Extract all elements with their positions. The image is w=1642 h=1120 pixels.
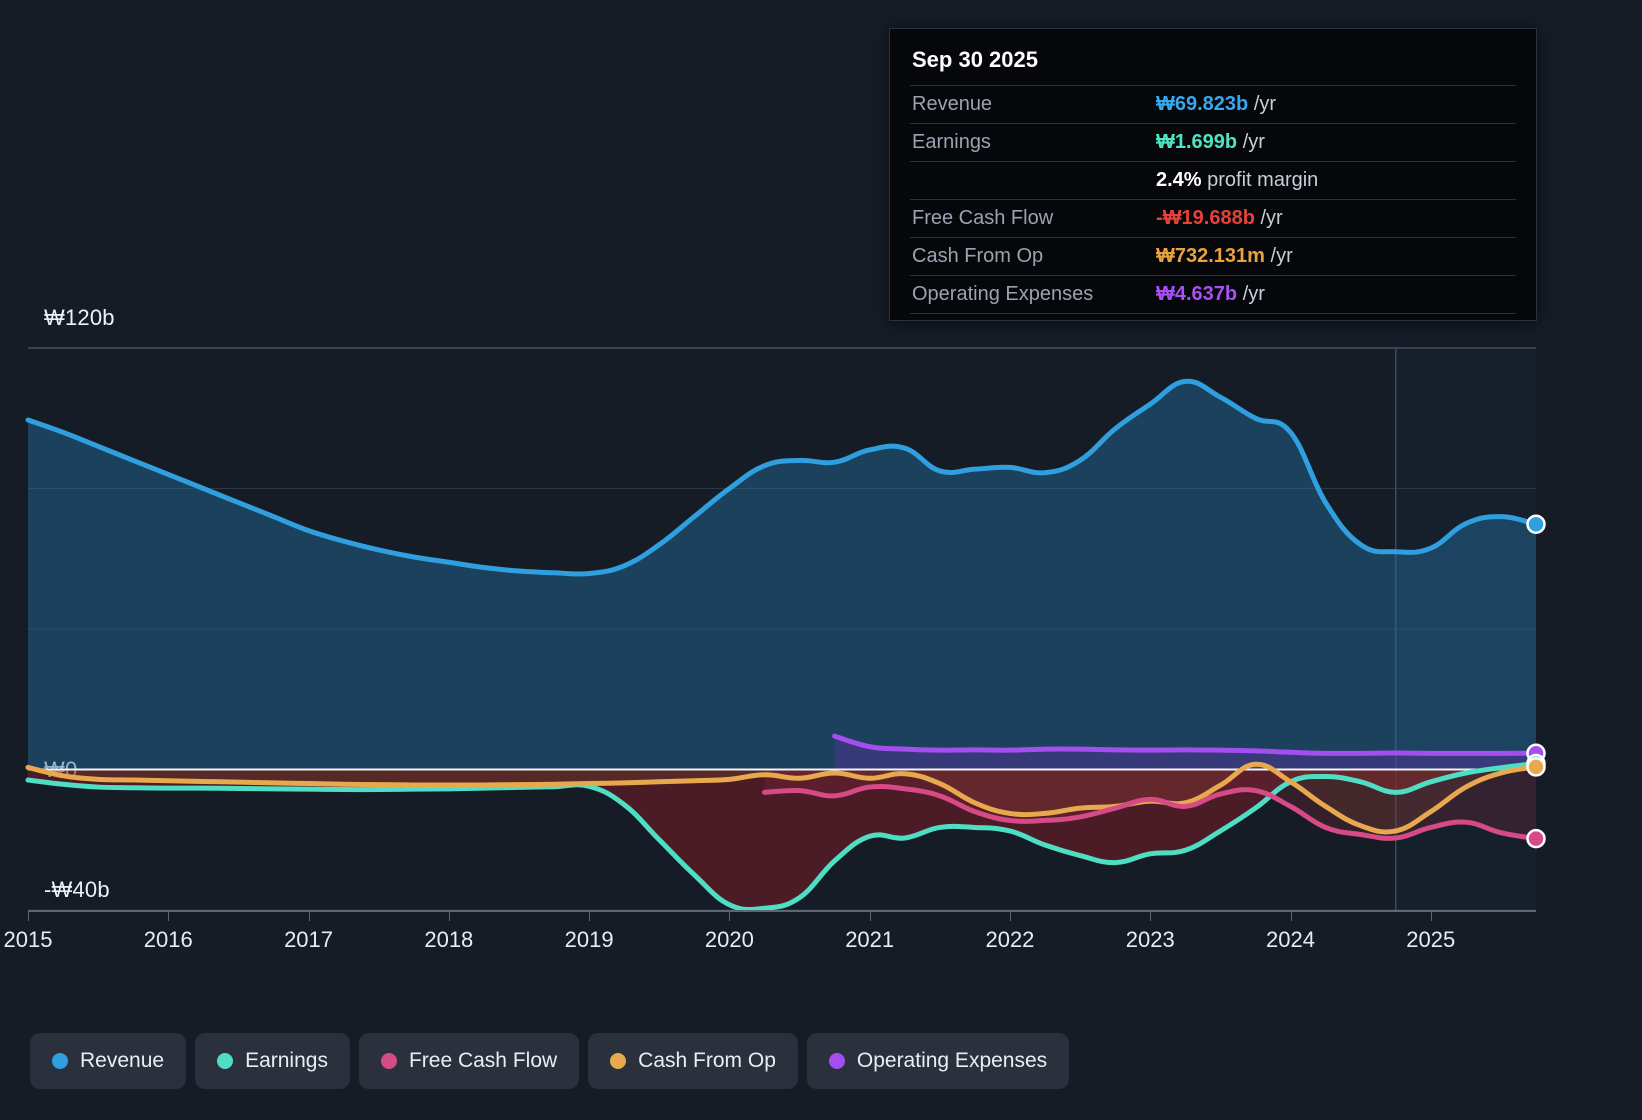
tooltip-row-label: Earnings bbox=[910, 123, 1154, 162]
x-axis-label: 2024 bbox=[1266, 927, 1315, 952]
tooltip-row-value: ₩69.823b /yr bbox=[1154, 85, 1516, 124]
x-axis-line bbox=[28, 910, 1536, 912]
tooltip-row-label bbox=[910, 161, 1154, 200]
data-tooltip: Sep 30 2025 Revenue ₩69.823b /yr Earnings ₩… bbox=[889, 28, 1537, 321]
legend-item-cash-from-op[interactable]: Cash From Op bbox=[588, 1033, 798, 1089]
x-axis-label: 2017 bbox=[284, 927, 334, 952]
x-axis-tick bbox=[1430, 910, 1432, 921]
legend-color-dot-icon bbox=[52, 1053, 68, 1069]
x-axis-label: 2018 bbox=[424, 927, 474, 952]
x-axis-tick bbox=[448, 910, 450, 921]
tooltip-row-value: ₩732.131m /yr bbox=[1154, 237, 1516, 276]
x-axis-tick bbox=[308, 910, 310, 921]
tooltip-row: Revenue ₩69.823b /yr bbox=[910, 85, 1516, 124]
legend-item-label: Earnings bbox=[245, 1049, 328, 1072]
tooltip-row-value: ₩4.637b /yr bbox=[1154, 275, 1516, 314]
legend-item-operating-expenses[interactable]: Operating Expenses bbox=[806, 1033, 1070, 1089]
x-axis-tick bbox=[729, 910, 731, 921]
legend-item-revenue[interactable]: Revenue bbox=[30, 1033, 187, 1089]
tooltip-row-label: Free Cash Flow bbox=[910, 199, 1154, 238]
tooltip-row: Earnings ₩1.699b /yr bbox=[910, 123, 1516, 162]
series-endpoint-marker bbox=[1526, 828, 1546, 849]
legend-color-dot-icon bbox=[610, 1053, 627, 1069]
tooltip-row: 2.4% profit margin bbox=[910, 161, 1516, 200]
x-axis: 2015 2016 2017 2018 2019 2020 2021 2022 2023 2024… bbox=[4, 910, 1536, 956]
legend-item-label: Cash From Op bbox=[638, 1049, 776, 1072]
tooltip-row-value: ₩1.699b /yr bbox=[1154, 123, 1516, 162]
legend-item-label: Revenue bbox=[80, 1049, 165, 1072]
legend-item-earnings[interactable]: Earnings bbox=[195, 1033, 350, 1089]
y-axis-label-top: ₩120b bbox=[44, 305, 115, 330]
tooltip-row-label: Operating Expenses bbox=[910, 275, 1154, 314]
legend-color-dot-icon bbox=[217, 1053, 234, 1069]
series-endpoint-marker bbox=[1526, 514, 1546, 534]
tooltip-table: Revenue ₩69.823b /yr Earnings ₩1.699b /yr 2.… bbox=[910, 85, 1516, 314]
tooltip-row-value: -₩19.688b /yr bbox=[1154, 199, 1516, 238]
tooltip-row: Operating Expenses ₩4.637b /yr bbox=[910, 275, 1516, 314]
x-axis-label: 2019 bbox=[564, 927, 614, 952]
tooltip-row: Cash From Op ₩732.131m /yr bbox=[910, 237, 1516, 276]
tooltip-row-label: Cash From Op bbox=[910, 237, 1154, 276]
legend-color-dot-icon bbox=[828, 1053, 845, 1069]
x-axis-tick bbox=[28, 910, 29, 921]
tooltip-date: Sep 30 2025 bbox=[912, 47, 1038, 72]
x-axis-label: 2016 bbox=[143, 927, 193, 952]
legend-color-dot-icon bbox=[380, 1053, 397, 1069]
tooltip-row-label: Revenue bbox=[910, 85, 1154, 124]
x-axis-tick bbox=[1009, 910, 1011, 921]
legend-item-free-cash-flow[interactable]: Free Cash Flow bbox=[358, 1033, 580, 1089]
x-axis-label: 2022 bbox=[985, 927, 1035, 952]
legend-item-label: Free Cash Flow bbox=[408, 1049, 558, 1072]
plot-area bbox=[25, 347, 1546, 913]
x-axis-tick bbox=[1150, 910, 1152, 921]
x-axis-tick bbox=[168, 910, 170, 921]
x-axis-label: 2023 bbox=[1125, 927, 1175, 952]
tooltip-row-value: 2.4% profit margin bbox=[1154, 161, 1516, 200]
series-endpoint-marker bbox=[1526, 757, 1546, 777]
x-axis-label: 2021 bbox=[845, 927, 895, 952]
legend[interactable]: Revenue Earnings Free Cash Flow Cash From O… bbox=[30, 1033, 1070, 1089]
x-axis-tick bbox=[589, 910, 591, 921]
x-axis-label: 2020 bbox=[704, 927, 754, 952]
x-axis-tick bbox=[869, 910, 871, 921]
x-axis-tick bbox=[1290, 910, 1292, 921]
x-axis-label: 2015 bbox=[3, 927, 53, 952]
series-canvas bbox=[25, 347, 1546, 913]
tooltip-row: Free Cash Flow -₩19.688b /yr bbox=[910, 199, 1516, 238]
legend-item-label: Operating Expenses bbox=[856, 1049, 1048, 1072]
x-axis-label: 2025 bbox=[1406, 927, 1456, 952]
y-axis-label-bottom: -₩40b bbox=[44, 877, 110, 902]
